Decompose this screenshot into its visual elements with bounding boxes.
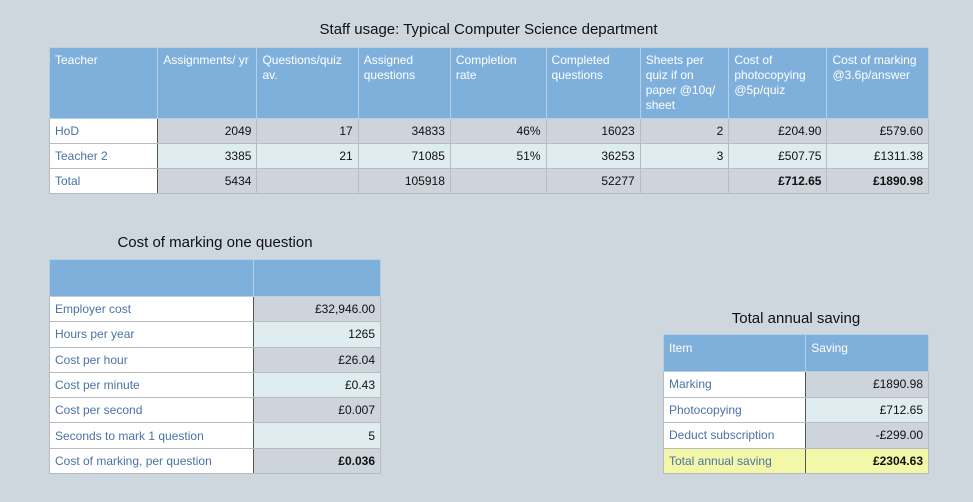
- column-header[interactable]: Completed questions: [545, 47, 641, 119]
- table-row: Cost per hour £26.04: [48, 346, 381, 373]
- table-row: Cost per second £0.007: [48, 397, 381, 424]
- table-cell[interactable]: 71085: [357, 143, 451, 169]
- row-label[interactable]: Cost of marking, per question: [48, 447, 255, 475]
- annual-saving-title: Total annual saving: [731, 310, 861, 327]
- table-cell[interactable]: [256, 168, 359, 194]
- table-cell[interactable]: £712.65: [728, 168, 828, 194]
- table-row: Total 5434 105918 52277 £712.65 £1890.98: [48, 168, 929, 194]
- table-cell[interactable]: £2304.63: [805, 447, 929, 474]
- table-cell[interactable]: £507.75: [728, 143, 828, 169]
- table-cell[interactable]: 21: [256, 143, 359, 169]
- table-cell[interactable]: 2: [639, 118, 730, 144]
- row-label[interactable]: Total annual saving: [662, 447, 807, 474]
- row-label[interactable]: Photocopying: [662, 396, 807, 423]
- table-cell[interactable]: £0.036: [253, 447, 381, 475]
- column-header[interactable]: Item: [662, 334, 807, 372]
- table-row: Hours per year 1265: [48, 321, 381, 348]
- table-cell[interactable]: 51%: [449, 143, 547, 169]
- table-cell[interactable]: 46%: [449, 118, 547, 144]
- row-label[interactable]: HoD: [48, 118, 159, 144]
- row-label[interactable]: Marking: [662, 371, 807, 398]
- column-header[interactable]: Cost of marking @3.6p/answer: [826, 47, 929, 119]
- header-row: Item Saving: [662, 334, 929, 372]
- row-label[interactable]: Seconds to mark 1 question: [48, 422, 255, 449]
- table-cell[interactable]: 1265: [253, 321, 381, 348]
- table-cell[interactable]: £579.60: [826, 118, 929, 144]
- table-cell[interactable]: £26.04: [253, 346, 381, 373]
- table-cell[interactable]: 34833: [357, 118, 451, 144]
- table-cell[interactable]: 16023: [545, 118, 641, 144]
- table-cell[interactable]: £712.65: [805, 396, 929, 423]
- table-cell[interactable]: 105918: [357, 168, 451, 194]
- table-cell[interactable]: [639, 168, 730, 194]
- table-cell[interactable]: £0.43: [253, 371, 381, 399]
- table-cell[interactable]: £1890.98: [826, 168, 929, 194]
- column-header: [48, 259, 255, 297]
- table-cell[interactable]: 36253: [545, 143, 641, 169]
- table-cell[interactable]: [449, 168, 547, 194]
- marking-cost-table: Employer cost £32,946.00 Hours per year 126…: [48, 259, 381, 475]
- column-header: [253, 259, 381, 297]
- table-cell[interactable]: 5434: [157, 168, 258, 194]
- table-cell[interactable]: £32,946.00: [253, 295, 381, 323]
- table-row: Photocopying £712.65: [662, 396, 929, 423]
- annual-saving-table: Item Saving Marking £1890.98 Photocopying £71…: [662, 334, 929, 474]
- table-row: Teacher 2 3385 21 71085 51% 36253 3 £507.75 £131…: [48, 143, 929, 169]
- row-label[interactable]: Deduct subscription: [662, 422, 807, 449]
- table-cell[interactable]: 17: [256, 118, 359, 144]
- column-header[interactable]: Questions/quiz av.: [256, 47, 359, 119]
- table-row: Employer cost £32,946.00: [48, 295, 381, 323]
- table-cell[interactable]: £0.007: [253, 397, 381, 424]
- row-label[interactable]: Cost per second: [48, 397, 255, 424]
- row-label[interactable]: Employer cost: [48, 295, 255, 323]
- row-label[interactable]: Hours per year: [48, 321, 255, 348]
- table-row: HoD 2049 17 34833 46% 16023 2 £204.90 £579.60: [48, 118, 929, 144]
- table-row: Total annual saving £2304.63: [662, 447, 929, 474]
- table-cell[interactable]: 2049: [157, 118, 258, 144]
- column-header[interactable]: Teacher: [48, 47, 159, 119]
- staff-usage-table: Teacher Assignments/ yr Questions/quiz av.…: [48, 47, 929, 194]
- header-row: [48, 259, 381, 297]
- table-row: Seconds to mark 1 question 5: [48, 422, 381, 449]
- table-cell[interactable]: £1890.98: [805, 371, 929, 398]
- column-header[interactable]: Saving: [805, 334, 929, 372]
- header-row: Teacher Assignments/ yr Questions/quiz av.…: [48, 47, 929, 119]
- table-cell[interactable]: £204.90: [728, 118, 828, 144]
- column-header[interactable]: Completion rate: [449, 47, 547, 119]
- column-header[interactable]: Assigned questions: [357, 47, 451, 119]
- table-row: Cost of marking, per question £0.036: [48, 447, 381, 475]
- table-row: Cost per minute £0.43: [48, 371, 381, 399]
- row-label[interactable]: Teacher 2: [48, 143, 159, 169]
- row-label[interactable]: Cost per hour: [48, 346, 255, 373]
- table-cell[interactable]: 5: [253, 422, 381, 449]
- table-row: Marking £1890.98: [662, 371, 929, 398]
- column-header[interactable]: Cost of photocopying @5p/quiz: [728, 47, 828, 119]
- row-label[interactable]: Total: [48, 168, 159, 194]
- table-cell[interactable]: £1311.38: [826, 143, 929, 169]
- table-cell[interactable]: -£299.00: [805, 422, 929, 449]
- column-header[interactable]: Sheets per quiz if on paper @10q/ sheet: [639, 47, 730, 119]
- row-label[interactable]: Cost per minute: [48, 371, 255, 399]
- staff-usage-title: Staff usage: Typical Computer Science de…: [319, 21, 658, 38]
- table-row: Deduct subscription -£299.00: [662, 422, 929, 449]
- marking-cost-title: Cost of marking one question: [117, 234, 313, 251]
- table-cell[interactable]: 3385: [157, 143, 258, 169]
- table-cell[interactable]: 52277: [545, 168, 641, 194]
- table-cell[interactable]: 3: [639, 143, 730, 169]
- column-header[interactable]: Assignments/ yr: [157, 47, 258, 119]
